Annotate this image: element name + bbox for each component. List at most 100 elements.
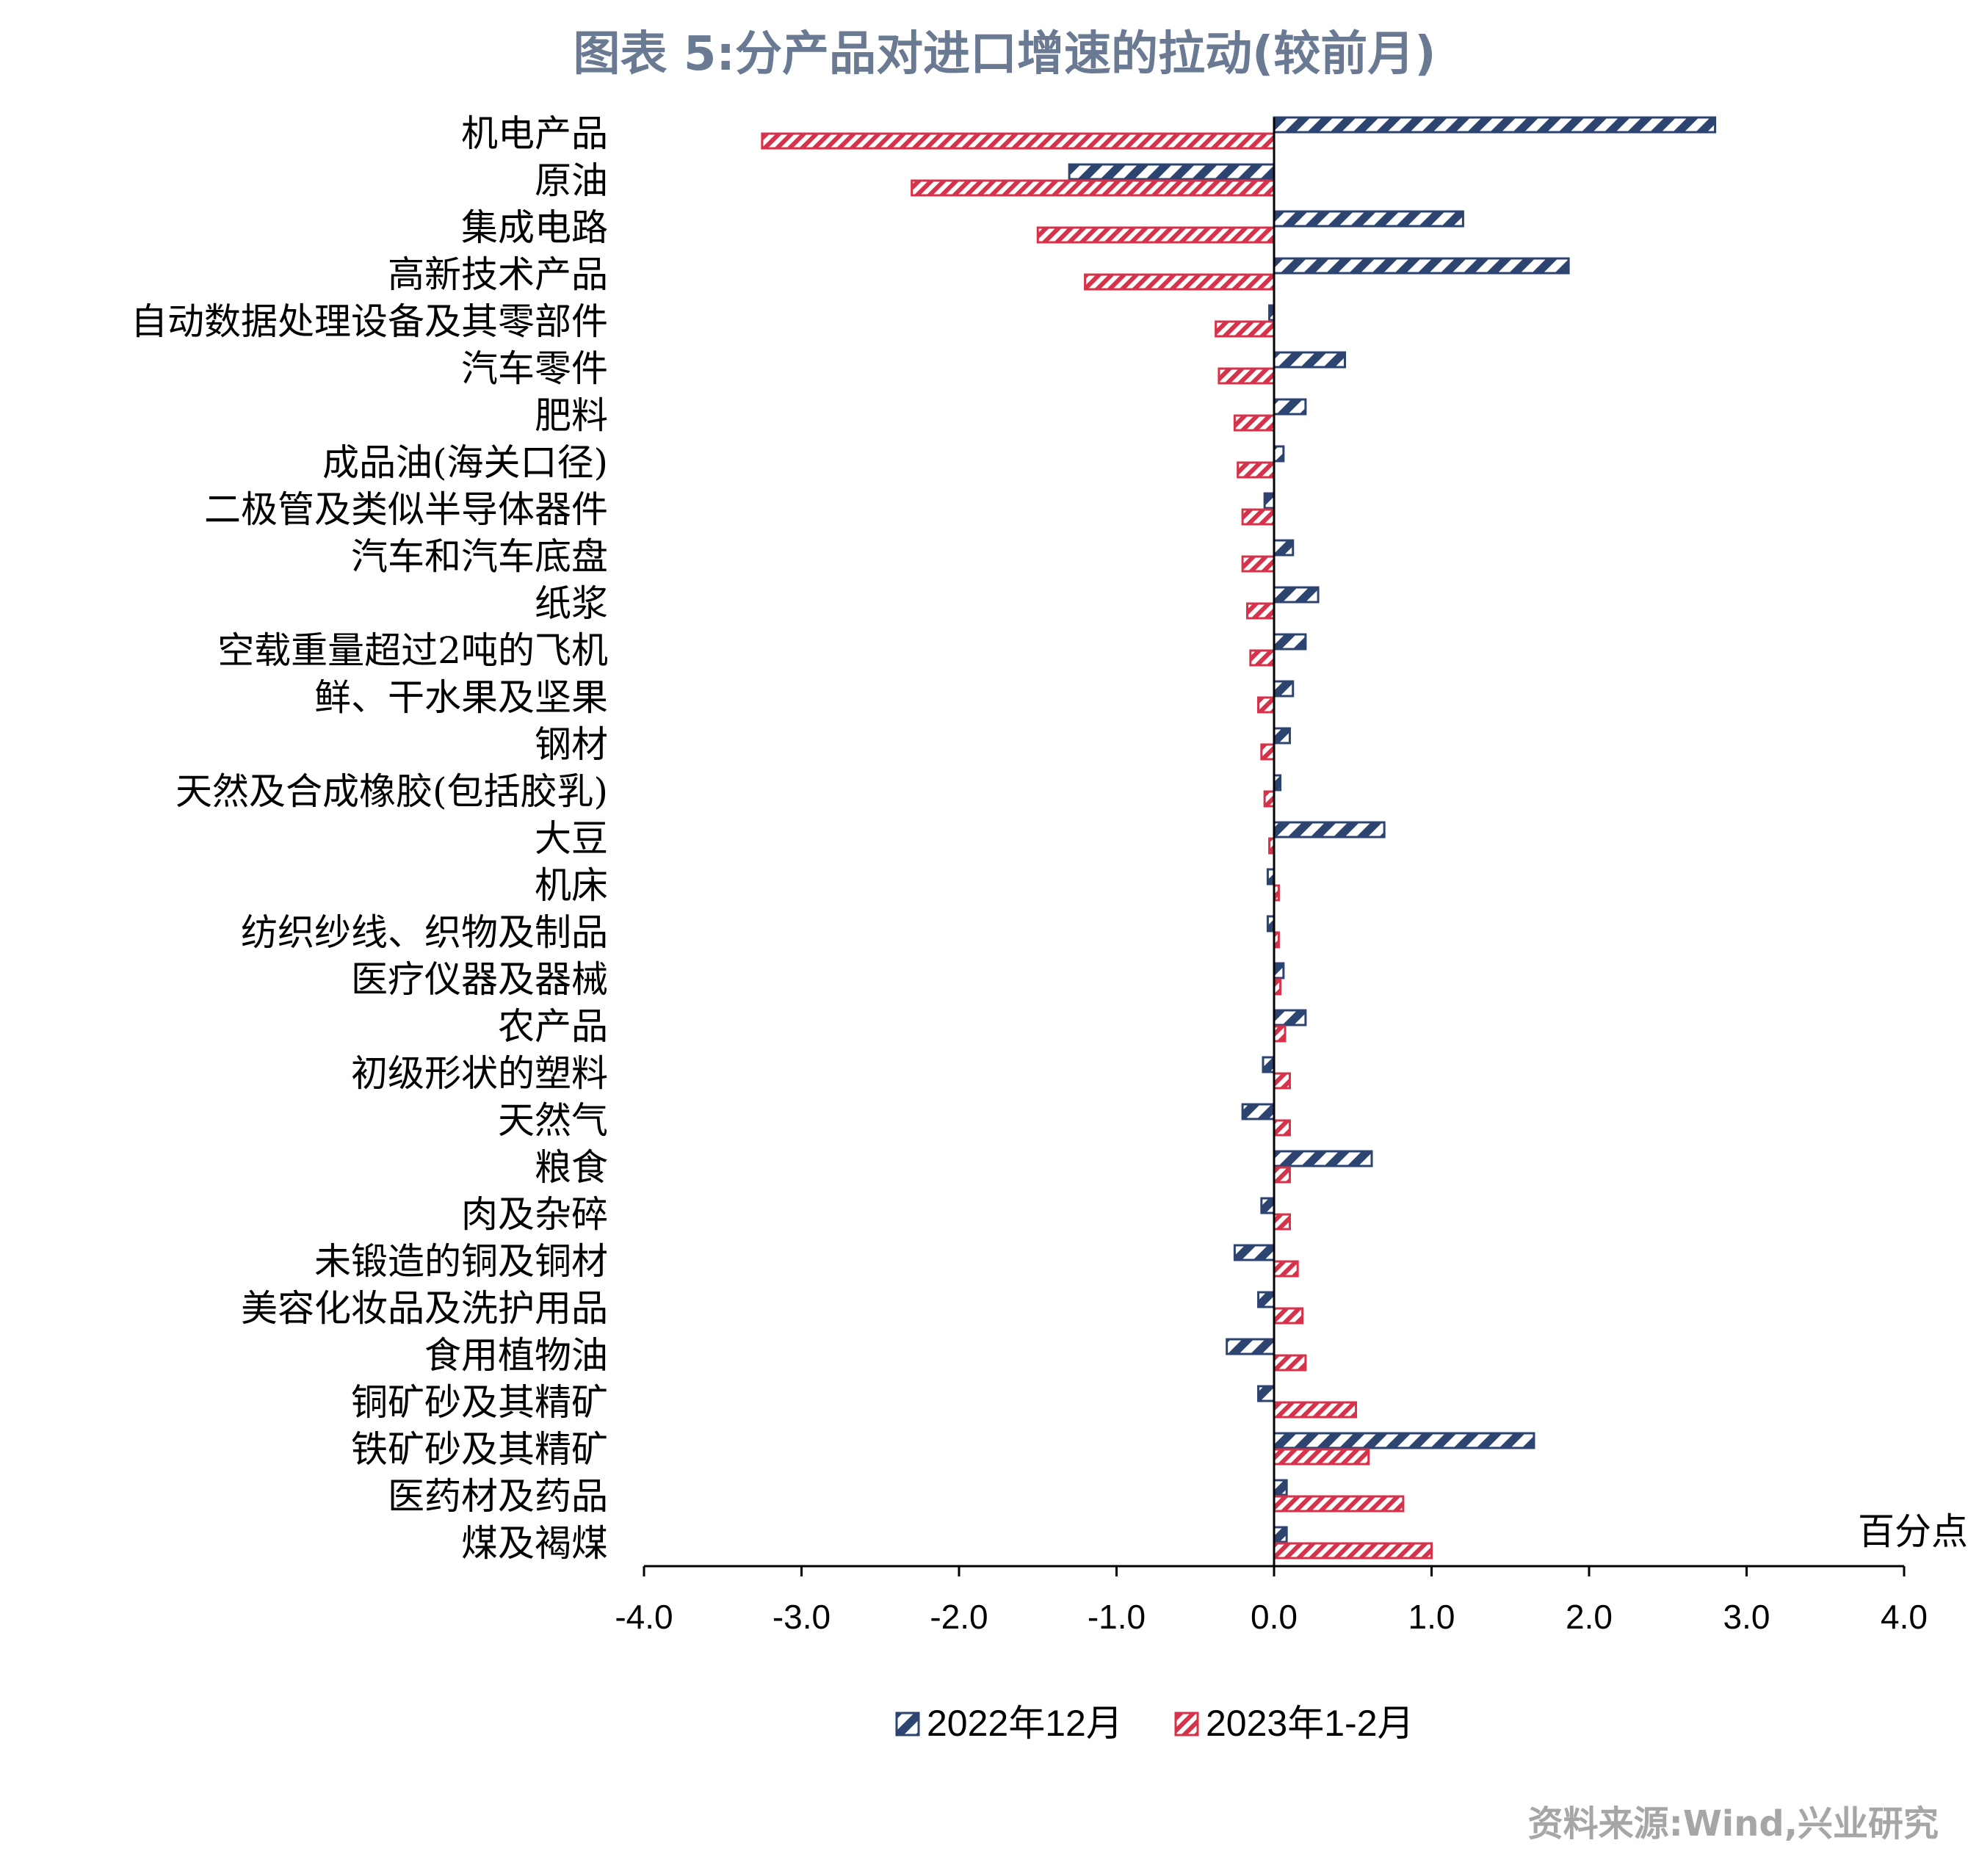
category-label: 机床 — [535, 864, 608, 907]
bar-2023-1-2 — [761, 132, 1276, 150]
bar-2023-1-2 — [1273, 1119, 1291, 1137]
bar-2022-12 — [1273, 821, 1386, 839]
category-label: 机电产品 — [461, 112, 608, 155]
bar-2023-1-2 — [1084, 273, 1276, 291]
bar-2022-12 — [1273, 1479, 1288, 1496]
category-label: 成品油(海关口径) — [322, 441, 608, 484]
bar-2022-12 — [1273, 586, 1320, 604]
category-label: 美容化妆品及洗护用品 — [241, 1287, 608, 1330]
category-label: 天然气 — [498, 1099, 608, 1142]
category-label: 空载重量超过2吨的飞机 — [217, 629, 608, 672]
bar-2023-1-2 — [1260, 743, 1276, 761]
bar-2022-12 — [1273, 257, 1570, 275]
bar-2023-1-2 — [1218, 367, 1276, 385]
category-label: 粮食 — [535, 1146, 608, 1189]
bar-2023-1-2 — [1273, 1025, 1287, 1043]
category-label: 纺织纱线、织物及制品 — [241, 911, 608, 954]
legend-swatch-2022-12 — [895, 1712, 920, 1736]
bar-2022-12 — [1273, 1009, 1307, 1026]
bar-2023-1-2 — [1257, 696, 1276, 714]
legend-swatch-2023-1-2 — [1174, 1712, 1199, 1736]
category-label: 食用植物油 — [424, 1334, 608, 1377]
bar-2023-1-2 — [1233, 414, 1276, 432]
bar-2022-12 — [1273, 445, 1285, 463]
bar-2022-12 — [1262, 1056, 1276, 1073]
category-label: 未锻造的铜及铜材 — [314, 1240, 608, 1283]
bar-2023-1-2 — [1241, 555, 1276, 573]
bar-2022-12 — [1273, 539, 1295, 557]
category-label: 天然及合成橡胶(包括胶乳) — [176, 770, 608, 813]
category-label: 鲜、干水果及坚果 — [314, 676, 608, 719]
bar-2023-1-2 — [1273, 1495, 1405, 1513]
bar-2022-12 — [1273, 727, 1291, 745]
bar-2023-1-2 — [1273, 1213, 1291, 1231]
x-tick-label: -1.0 — [1088, 1598, 1146, 1636]
category-label: 高新技术产品 — [388, 253, 608, 296]
bar-2023-1-2 — [1273, 1166, 1291, 1184]
bar-2023-1-2 — [1263, 790, 1276, 808]
unit-label: 百分点 — [1858, 1510, 1968, 1553]
bar-2022-12 — [1273, 1432, 1535, 1449]
category-label: 铜矿砂及其精矿 — [351, 1381, 608, 1424]
bar-2023-1-2 — [1249, 649, 1276, 667]
category-label: 自动数据处理设备及其零部件 — [131, 300, 608, 343]
category-label: 肥料 — [535, 394, 608, 437]
bar-2023-1-2 — [1273, 1072, 1291, 1090]
bar-2022-12 — [1273, 1150, 1373, 1167]
source-note: 资料来源:Wind,兴业研究 — [1528, 1803, 1939, 1844]
x-tick-label: 1.0 — [1408, 1598, 1455, 1636]
bar-2022-12 — [1233, 1244, 1276, 1261]
category-label: 汽车和汽车底盘 — [351, 535, 608, 578]
bar-2023-1-2 — [1273, 1307, 1304, 1325]
chart-title: 图表 5:分产品对进口增速的拉动(较前月) — [574, 27, 1436, 82]
x-tick-label: -3.0 — [773, 1598, 831, 1636]
category-label: 原油 — [535, 159, 608, 202]
category-label: 集成电路 — [461, 206, 608, 249]
bar-2022-12 — [1273, 1526, 1288, 1543]
category-label: 农产品 — [498, 1005, 608, 1048]
category-label: 钢材 — [535, 723, 608, 766]
category-label: 医药材及药品 — [388, 1475, 608, 1518]
category-label: 纸浆 — [535, 582, 608, 625]
bar-2023-1-2 — [1241, 508, 1276, 526]
bar-2022-12 — [1068, 163, 1276, 181]
category-label: 大豆 — [535, 817, 608, 860]
x-tick-label: 3.0 — [1723, 1598, 1770, 1636]
bar-2023-1-2 — [1237, 461, 1276, 479]
bar-2022-12 — [1263, 492, 1276, 510]
bar-2023-1-2 — [1273, 1260, 1299, 1278]
bar-2023-1-2 — [1246, 602, 1276, 620]
bar-2022-12 — [1241, 1103, 1276, 1120]
bar-2023-1-2 — [1215, 320, 1276, 338]
category-label: 二极管及类似半导体器件 — [204, 488, 608, 531]
bar-2022-12 — [1260, 1197, 1276, 1214]
bar-2022-12 — [1273, 680, 1295, 698]
legend: 2022年12月 2023年1-2月 — [895, 1703, 1414, 1744]
category-label: 汽车零件 — [461, 347, 608, 390]
legend-label-2023-1-2: 2023年1-2月 — [1206, 1703, 1414, 1744]
bars — [761, 116, 1717, 1560]
bar-2022-12 — [1273, 351, 1347, 369]
category-label: 肉及杂碎 — [461, 1193, 608, 1236]
bar-2022-12 — [1273, 210, 1464, 228]
bar-2022-12 — [1273, 398, 1307, 416]
category-label: 煤及褐煤 — [461, 1522, 608, 1565]
bar-2022-12 — [1257, 1291, 1276, 1308]
category-label: 医疗仪器及器械 — [351, 958, 608, 1001]
bar-2023-1-2 — [1273, 1354, 1307, 1372]
category-labels: 机电产品原油集成电路高新技术产品自动数据处理设备及其零部件汽车零件肥料成品油(海… — [131, 112, 608, 1565]
x-tick-label: 4.0 — [1881, 1598, 1928, 1636]
bar-2022-12 — [1273, 116, 1717, 134]
x-tick-label: -4.0 — [615, 1598, 673, 1636]
bar-2022-12 — [1273, 962, 1285, 979]
bar-2023-1-2 — [1273, 1448, 1370, 1466]
x-tick-label: 2.0 — [1566, 1598, 1613, 1636]
bar-2023-1-2 — [911, 179, 1276, 197]
x-ticks: -4.0 -3.0 -2.0 -1.0 0.0 1.0 2.0 3.0 4.0 — [615, 1566, 1928, 1636]
bar-2023-1-2 — [1273, 1401, 1358, 1419]
legend-label-2022-12: 2022年12月 — [927, 1703, 1123, 1744]
category-label: 铁矿砂及其精矿 — [351, 1428, 608, 1471]
bar-2022-12 — [1257, 1385, 1276, 1402]
bar-2023-1-2 — [1273, 1542, 1433, 1560]
